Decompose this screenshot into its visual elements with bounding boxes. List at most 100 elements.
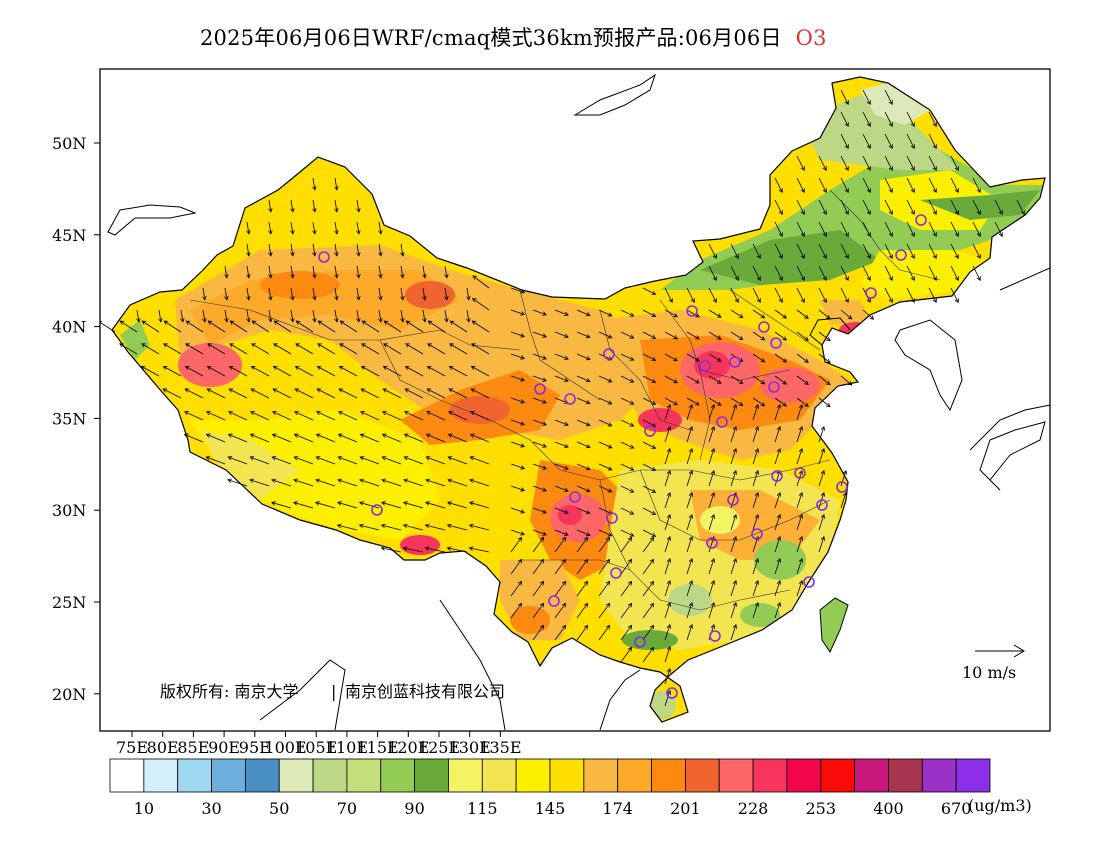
wind-arrow [664, 535, 672, 553]
wind-arrow [251, 343, 270, 355]
wind-arrow [774, 513, 782, 531]
colorbar-swatch [583, 758, 619, 793]
wind-arrow [554, 309, 569, 317]
colorbar-swatch [177, 758, 212, 793]
wind-arrow [620, 397, 635, 405]
wind-arrow [774, 177, 783, 193]
wind-arrow [620, 309, 635, 317]
wind-arrow [598, 397, 613, 405]
wind-arrow [424, 546, 446, 553]
wind-arrow [229, 320, 248, 333]
wind-arrow [752, 425, 760, 443]
wind-arrow [862, 265, 871, 281]
wind-arrow [708, 353, 722, 362]
station-marker [666, 687, 678, 699]
wind-arrow [642, 646, 655, 663]
wind-arrow [686, 513, 694, 531]
wind-arrow [356, 221, 361, 235]
wind-arrow [317, 320, 336, 333]
wind-arrow [532, 558, 545, 575]
wind-arrow [532, 624, 545, 641]
wind-arrow [206, 365, 226, 377]
wind-arrow [532, 309, 547, 316]
station-marker [706, 537, 718, 549]
station-marker [569, 491, 581, 503]
wind-arrow [642, 441, 657, 449]
wind-arrow [554, 536, 567, 553]
wind-arrow [906, 111, 915, 127]
wind-arrow [295, 320, 314, 333]
wind-arrow [336, 523, 358, 531]
wind-arrow [774, 425, 782, 443]
wind-arrow [334, 287, 339, 301]
wind-arrow [664, 689, 672, 707]
wind-arrow [598, 375, 613, 383]
wind-arrow [268, 199, 273, 213]
colorbar-swatch [617, 758, 652, 793]
wind-arrow [708, 403, 716, 421]
station-marker [836, 481, 848, 493]
wind-arrow [708, 425, 716, 443]
wind-arrow [840, 177, 849, 193]
wind-arrow [620, 646, 633, 663]
wind-arrow [532, 602, 545, 619]
wind-arrow [862, 133, 871, 149]
wind-arrow [818, 177, 827, 193]
wind-arrow [884, 287, 893, 303]
wind-arrow [185, 320, 204, 333]
wind-arrow [510, 529, 526, 536]
wind-arrow [224, 265, 229, 279]
wind-arrow [381, 478, 402, 487]
wind-arrow [708, 331, 722, 340]
wind-arrow [972, 177, 981, 193]
wind-arrow [224, 287, 229, 301]
station-marker [727, 494, 739, 506]
wind-arrow [228, 365, 248, 377]
wind-arrow [405, 320, 424, 333]
wind-arrow [290, 243, 295, 257]
wind-arrow [796, 155, 805, 171]
colorbar-swatch [346, 758, 382, 793]
wind-arrow [664, 309, 679, 318]
wind-arrow [752, 397, 766, 407]
wind-arrow [532, 353, 547, 360]
wind-arrow [774, 287, 783, 303]
wind-arrow [554, 441, 569, 449]
station-marker [716, 416, 728, 428]
wind-arrow [664, 579, 672, 597]
wind-arrow [338, 365, 358, 377]
wind-arrow [906, 221, 915, 237]
wind-arrow [598, 558, 611, 575]
colorbar-label: 90 [404, 799, 424, 818]
wind-arrow [598, 331, 613, 339]
wind-arrow [466, 309, 471, 323]
wind-arrow [140, 365, 160, 377]
wind-arrow [752, 557, 760, 575]
colorbar-swatch [244, 758, 280, 793]
wind-arrow [268, 243, 273, 257]
wind-arrow [796, 177, 805, 193]
wind-arrow [224, 309, 229, 323]
wind-arrow [426, 388, 446, 399]
wind-arrow [840, 199, 849, 215]
wind-arrow [884, 243, 893, 259]
wind-arrow [928, 199, 937, 215]
wind-arrow [119, 320, 138, 333]
wind-arrow [774, 447, 782, 465]
wind-arrow [422, 309, 427, 323]
wind-arrow [730, 579, 738, 597]
colorbar-swatch [515, 758, 551, 793]
wind-arrow [752, 403, 760, 421]
station-marker [751, 528, 763, 540]
wind-arrow [250, 411, 270, 421]
wind-arrow [818, 535, 826, 553]
map-area: 10 m/s 版权所有: 南京大学 | 南京创蓝科技有限公司 [100, 69, 1050, 731]
wind-arrow [752, 469, 760, 487]
wind-arrow [730, 447, 738, 465]
wind-reference-label: 10 m/s [962, 663, 1016, 682]
wind-arrow [472, 275, 490, 289]
wind-arrow [818, 425, 826, 443]
wind-arrow [312, 221, 317, 235]
wind-arrow [840, 265, 849, 281]
wind-arrow [360, 365, 380, 377]
